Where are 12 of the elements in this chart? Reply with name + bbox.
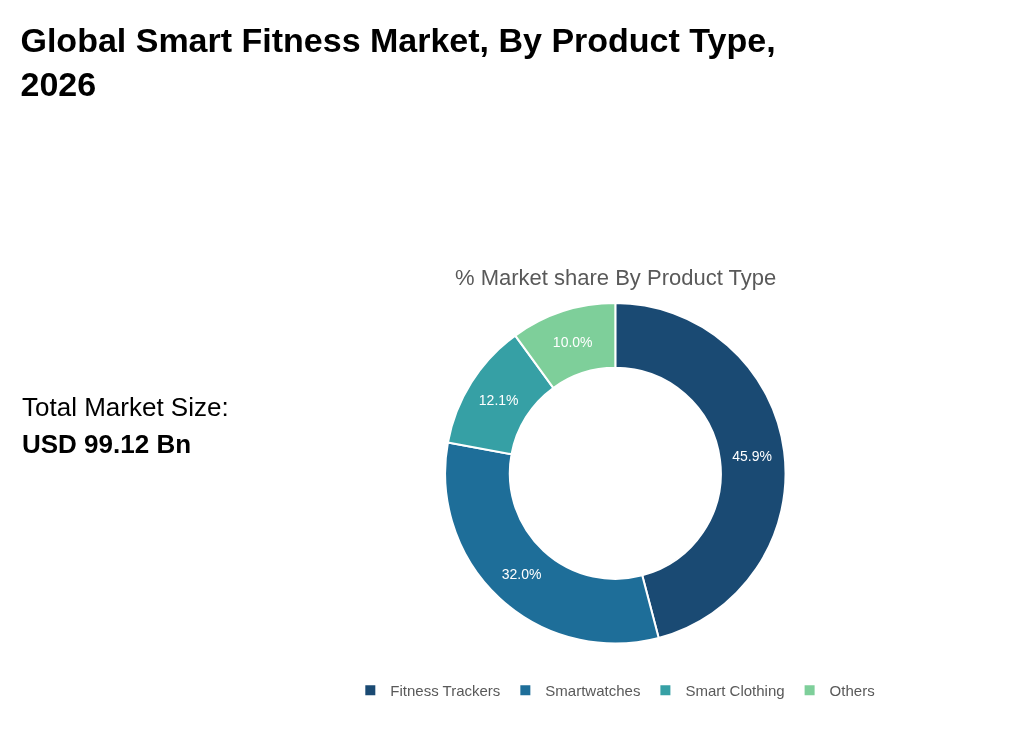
data-label: 12.1%	[478, 391, 519, 408]
legend-label: Smart Clothing	[685, 682, 785, 700]
legend-label: Others	[829, 682, 875, 700]
chart-subtitle: % Market share By Product Type	[455, 265, 777, 290]
text: USD 99.12 Bn	[22, 429, 192, 459]
text: Total Market Size:	[22, 392, 229, 422]
data-label: 32.0%	[501, 566, 542, 583]
data-label: 10.0%	[552, 334, 593, 351]
chart-title: Global Smart Fitness Market, By Product Type, 2026	[20, 20, 776, 103]
legend-label: Fitness Trackers	[390, 682, 501, 700]
data-label: 45.9%	[732, 447, 772, 464]
legend-label: Smartwatches	[545, 682, 641, 700]
